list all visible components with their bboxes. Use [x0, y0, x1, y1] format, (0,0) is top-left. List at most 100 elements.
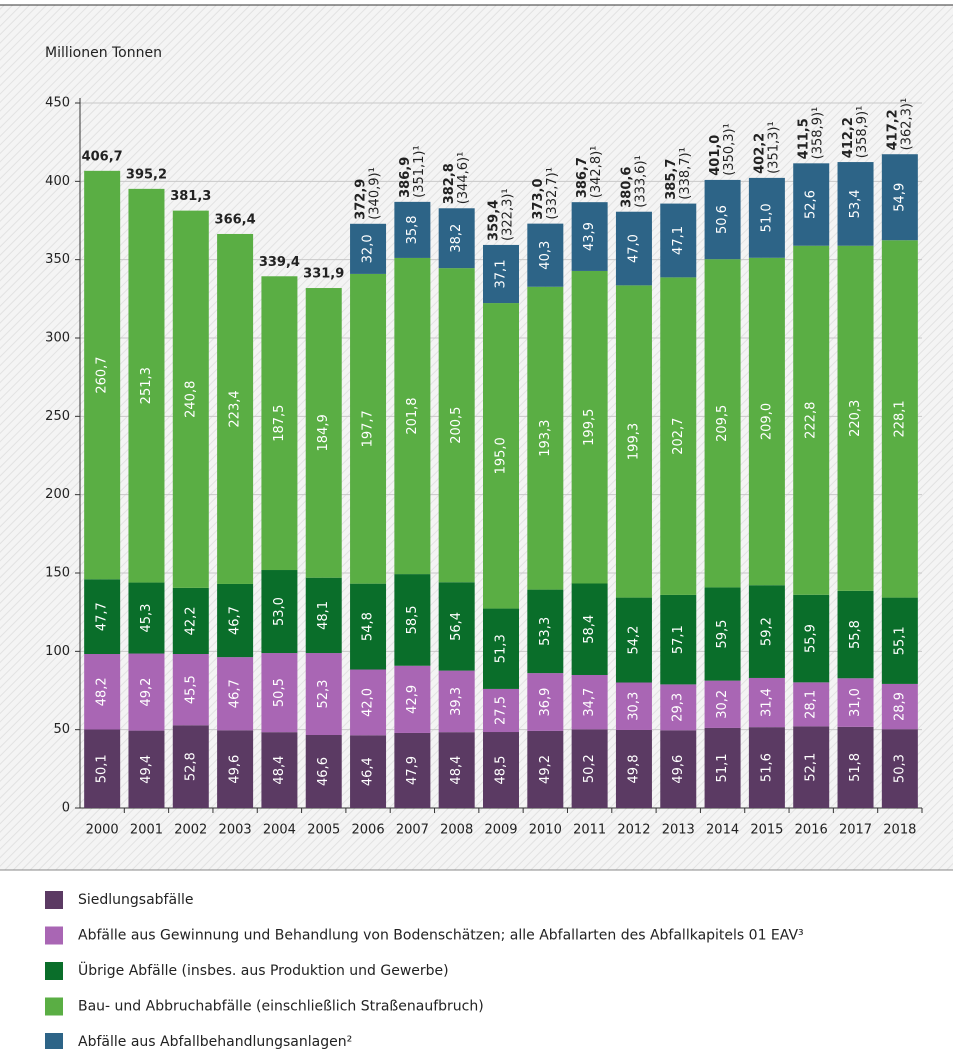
value-label: 45,3: [139, 604, 154, 633]
total-excl-label: (351,3)¹: [766, 121, 781, 174]
legend-swatch: [45, 926, 63, 945]
bar-segment: [793, 594, 830, 683]
value-label: 184,9: [316, 414, 331, 451]
value-label: 187,5: [272, 405, 287, 442]
bar-segment: [571, 202, 608, 271]
value-label: 222,8: [804, 402, 819, 439]
value-label: 49,4: [139, 755, 154, 784]
bar-segment: [350, 583, 387, 670]
value-label: 48,5: [494, 756, 509, 785]
x-tick-label: 2001: [130, 823, 163, 838]
bar-segment: [660, 277, 697, 595]
value-label: 220,3: [848, 400, 863, 437]
bar-segment: [483, 608, 519, 689]
bar-segment: [660, 203, 697, 278]
bar-segment: [438, 268, 475, 583]
value-label: 47,0: [626, 234, 641, 263]
value-label: 56,4: [449, 612, 464, 641]
bar-segment: [128, 188, 165, 583]
total-excl-label: (344,6)¹: [456, 152, 471, 205]
value-label: 199,3: [626, 423, 641, 460]
value-label: 260,7: [95, 356, 110, 393]
y-tick-label: 50: [53, 722, 70, 737]
value-label: 53,4: [848, 189, 863, 218]
bar-segment: [483, 688, 519, 733]
bar-segment: [704, 179, 741, 260]
value-label: 251,3: [139, 367, 154, 404]
value-label: 55,1: [892, 626, 907, 655]
value-label: 51,6: [759, 753, 774, 782]
value-label: 202,7: [671, 418, 686, 455]
bar-segment: [350, 669, 387, 736]
bar-segment: [350, 273, 387, 584]
bar-segment: [704, 259, 741, 588]
x-tick-label: 2000: [86, 823, 119, 838]
value-label: 42,0: [361, 688, 376, 717]
value-label: 59,5: [715, 620, 730, 649]
value-label: 50,5: [272, 678, 287, 707]
y-tick-label: 250: [45, 409, 70, 424]
bar-segment: [527, 223, 564, 287]
bar-segment: [483, 244, 519, 304]
bar-segment: [84, 653, 121, 730]
total-excl-label: (358,9)¹: [855, 106, 870, 159]
value-label: 29,3: [671, 693, 686, 722]
value-label: 50,3: [892, 754, 907, 783]
value-label: 46,6: [316, 757, 331, 786]
bar-segment: [527, 286, 564, 590]
total-label: 331,9: [303, 267, 344, 282]
value-label: 28,1: [804, 690, 819, 719]
value-label: 45,5: [183, 675, 198, 704]
bar-segment: [748, 585, 785, 678]
value-label: 55,9: [804, 624, 819, 653]
value-label: 52,8: [183, 752, 198, 781]
y-tick-label: 450: [45, 96, 70, 111]
value-label: 37,1: [494, 260, 509, 289]
x-tick-label: 2003: [219, 823, 252, 838]
value-label: 228,1: [892, 400, 907, 437]
bar-segment: [128, 582, 165, 654]
x-tick-label: 2017: [839, 823, 872, 838]
value-label: 35,8: [405, 215, 420, 244]
total-excl-label: (351,1)¹: [412, 145, 427, 198]
bar-segment: [483, 303, 519, 609]
bar-segment: [793, 726, 830, 808]
bar-segment: [84, 170, 121, 580]
value-label: 51,8: [848, 753, 863, 782]
y-axis-label: Millionen Tonnen: [45, 45, 162, 61]
value-label: 48,1: [316, 601, 331, 630]
bar-segment: [394, 574, 431, 666]
bar-segment: [438, 670, 475, 733]
bar-segment: [261, 653, 298, 733]
bar-segment: [261, 276, 298, 571]
value-label: 59,2: [759, 617, 774, 646]
value-label: 31,4: [759, 688, 774, 717]
value-label: 52,6: [804, 190, 819, 219]
value-label: 47,1: [671, 226, 686, 255]
total-label: 402,2: [752, 133, 767, 174]
value-label: 42,9: [405, 685, 420, 714]
total-label: 395,2: [126, 167, 167, 182]
total-excl-label: (333,6)¹: [633, 155, 648, 208]
bar-segment: [527, 589, 564, 674]
bar-segment: [837, 162, 874, 246]
value-label: 27,5: [494, 696, 509, 725]
bar-segment: [350, 223, 387, 274]
value-label: 57,1: [671, 625, 686, 654]
bar-segment: [217, 583, 254, 658]
x-tick-label: 2006: [352, 823, 385, 838]
value-label: 54,2: [626, 626, 641, 655]
bar-segment: [660, 684, 697, 731]
bar-segment: [881, 683, 918, 730]
value-label: 30,3: [626, 692, 641, 721]
bar-segment: [837, 726, 874, 808]
bar-segment: [571, 583, 608, 675]
bar-segment: [350, 735, 387, 808]
value-label: 54,8: [361, 612, 376, 641]
bar-segment: [217, 657, 254, 731]
bar-segment: [704, 680, 741, 728]
x-tick-label: 2009: [484, 823, 517, 838]
y-tick-label: 300: [45, 331, 70, 346]
x-tick-label: 2011: [573, 823, 606, 838]
bar-segment: [483, 732, 519, 808]
